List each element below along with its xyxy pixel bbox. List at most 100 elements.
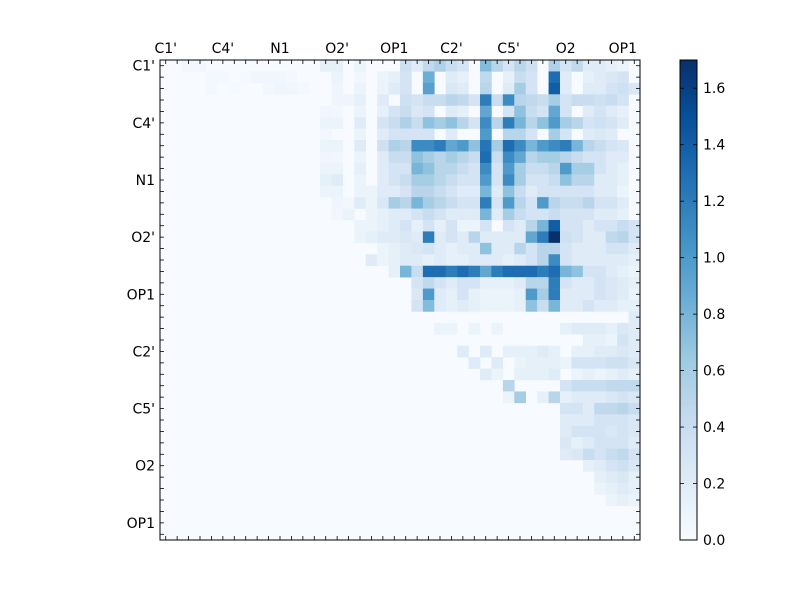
heatmap-cell	[400, 242, 412, 255]
heatmap-cell	[548, 254, 561, 267]
heatmap-cell	[502, 380, 515, 392]
heatmap-cell	[514, 357, 527, 369]
heatmap-cell	[274, 82, 287, 95]
heatmap-cell	[617, 208, 629, 221]
heatmap-cell	[365, 185, 378, 198]
heatmap-cell	[582, 208, 595, 221]
heatmap-cell	[605, 425, 618, 438]
heatmap-cell	[411, 277, 424, 289]
heatmap-cell	[525, 185, 538, 198]
heatmap-cell	[617, 117, 629, 129]
heatmap-cell	[628, 357, 641, 369]
heatmap-cell	[297, 82, 309, 95]
heatmap-cell	[342, 197, 355, 209]
heatmap-cell	[445, 117, 458, 129]
heatmap-cell	[628, 391, 641, 404]
heatmap-cell	[628, 220, 641, 232]
heatmap-cell	[422, 300, 435, 312]
heatmap-cell	[468, 357, 481, 369]
colorbar-ticks: 0.0 0.2 0.4 0.6 0.8 1.0 1.2 1.4 1.6	[680, 81, 725, 549]
heatmap-cell	[502, 128, 515, 141]
heatmap-cell	[480, 254, 492, 267]
heatmap-cell	[628, 494, 641, 507]
heatmap-cell	[594, 185, 607, 198]
heatmap-cell	[377, 231, 389, 244]
heatmap-cell	[548, 345, 561, 358]
heatmap-cell	[457, 220, 469, 232]
heatmap-cell	[548, 368, 561, 381]
heatmap-cell	[560, 220, 572, 232]
heatmap-cell	[377, 254, 389, 267]
heatmap-cell	[502, 105, 515, 118]
heatmap-cell	[411, 140, 424, 152]
heatmap-cell	[617, 334, 629, 347]
heatmap-cell	[377, 82, 389, 95]
heatmap-cell	[594, 220, 607, 232]
heatmap-cell	[445, 151, 458, 164]
y-tick-label: OP1	[127, 287, 155, 303]
heatmap-cell	[354, 231, 367, 244]
heatmap-cell	[502, 82, 515, 95]
heatmap-cell	[537, 277, 549, 289]
heatmap-cell	[457, 265, 469, 278]
heatmap-cell	[571, 254, 584, 267]
heatmap-cell	[354, 128, 367, 141]
heatmap-cell	[548, 151, 561, 164]
heatmap-cell	[537, 254, 549, 267]
heatmap-cell	[377, 117, 389, 129]
heatmap-cell	[582, 242, 595, 255]
heatmap-cell	[457, 231, 469, 244]
heatmap-cell	[491, 117, 504, 129]
heatmap-cell	[571, 162, 584, 175]
heatmap-cell	[605, 140, 618, 152]
heatmap-cell	[594, 402, 607, 415]
heatmap-cell	[354, 220, 367, 232]
heatmap-cell	[480, 265, 492, 278]
colorbar: 0.0 0.2 0.4 0.6 0.8 1.0 1.2 1.4 1.6	[679, 59, 725, 549]
heatmap-cell	[605, 368, 618, 381]
heatmap-cell	[468, 94, 481, 107]
heatmap-cell	[605, 380, 618, 392]
heatmap-cell	[445, 105, 458, 118]
heatmap-cell	[605, 414, 618, 427]
heatmap-cell	[445, 140, 458, 152]
heatmap-cell	[514, 277, 527, 289]
heatmap-cell	[377, 162, 389, 175]
heatmap-cell	[560, 265, 572, 278]
heatmap-cell	[605, 128, 618, 141]
heatmap-cell	[422, 140, 435, 152]
heatmap-cell	[594, 391, 607, 404]
heatmap-cell	[354, 174, 367, 187]
heatmap-cell	[377, 105, 389, 118]
heatmap-cell	[400, 82, 412, 95]
heatmap-cell	[617, 265, 629, 278]
heatmap-cell	[434, 254, 447, 267]
heatmap-cell	[331, 162, 344, 175]
heatmap-cell	[548, 242, 561, 255]
heatmap-cell	[594, 322, 607, 335]
heatmap-cell	[422, 128, 435, 141]
heatmap-cell	[411, 94, 424, 107]
heatmap-cell	[411, 300, 424, 312]
heatmap-cell	[582, 140, 595, 152]
x-tick-label: OP1	[380, 41, 408, 57]
heatmap-cell	[411, 288, 424, 301]
heatmap-cell	[411, 242, 424, 255]
heatmap-cell	[480, 105, 492, 118]
heatmap-cell	[525, 345, 538, 358]
heatmap-cell	[377, 197, 389, 209]
heatmap-cell	[560, 60, 572, 72]
heatmap-cell	[605, 117, 618, 129]
heatmap-cell	[434, 300, 447, 312]
heatmap-cell	[525, 82, 538, 95]
heatmap-cell	[445, 128, 458, 141]
heatmap-cell	[400, 117, 412, 129]
heatmap-cell	[594, 357, 607, 369]
heatmap-cell	[571, 151, 584, 164]
heatmap-cell	[571, 140, 584, 152]
heatmap-cell	[628, 265, 641, 278]
heatmap-cell	[422, 231, 435, 244]
heatmap-cell	[422, 265, 435, 278]
heatmap-cell	[354, 117, 367, 129]
heatmap-cell	[354, 151, 367, 164]
